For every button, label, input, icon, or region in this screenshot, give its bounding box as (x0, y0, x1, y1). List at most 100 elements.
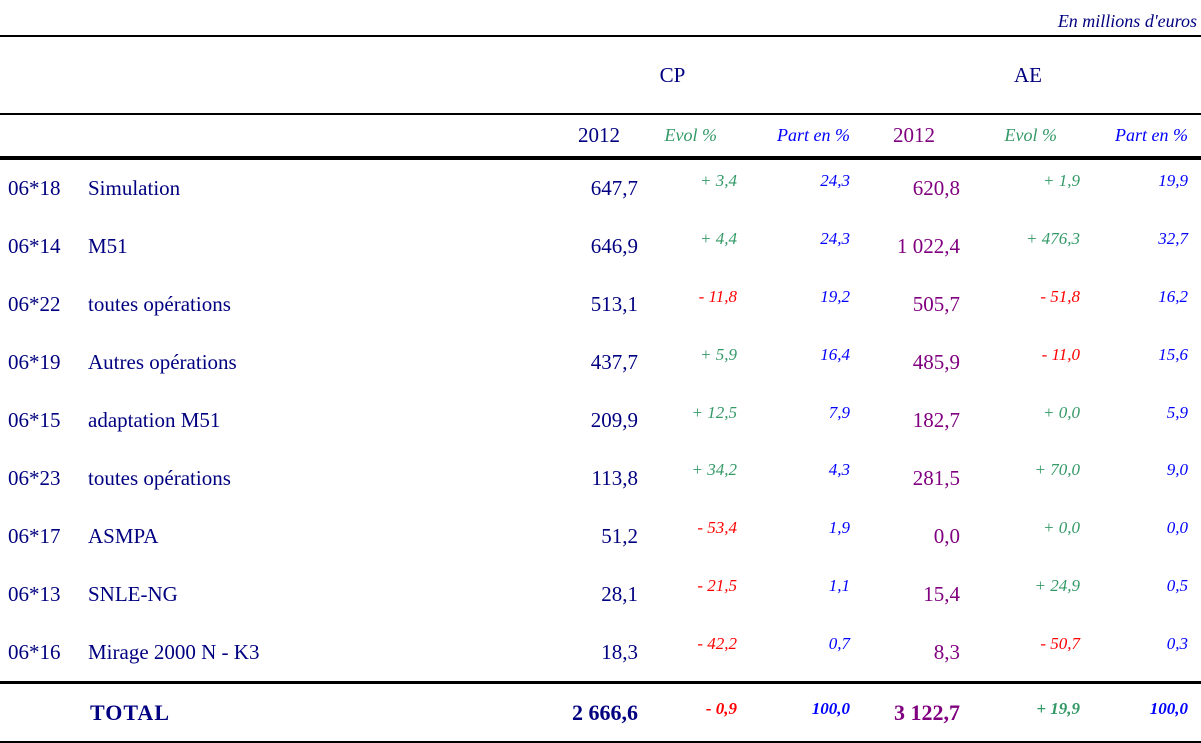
ae-part-value: 19,9 (1158, 170, 1188, 190)
cp-evol-value: - 53,4 (697, 518, 737, 538)
ae-part-value: 15,6 (1158, 344, 1188, 364)
ae-2012-value: 620,8 (912, 176, 960, 201)
program-label-cell: 06*18 Simulation (0, 176, 490, 201)
program-name: SNLE-NG (88, 581, 178, 606)
cp-part-value: 19,2 (820, 286, 850, 306)
cp-2012-value: 646,9 (590, 234, 638, 259)
table-row: 06*13 SNLE-NG 28,1 - 21,5 1,1 15,4 + 24,9… (0, 565, 1201, 623)
group-rule (0, 113, 1201, 115)
table-row: 06*16 Mirage 2000 N - K3 18,3 - 42,2 0,7 … (0, 623, 1201, 681)
total-ae-2012-value: 3 122,7 (894, 699, 960, 725)
program-code: 06*16 (8, 639, 61, 664)
cp-evol-value: + 34,2 (691, 460, 737, 480)
ae-2012-value: 281,5 (912, 465, 960, 490)
group-header-ae: AE (1014, 62, 1042, 87)
cp-evol-value: + 3,4 (700, 170, 737, 190)
program-code: 06*15 (8, 408, 61, 432)
table-body: 06*18 Simulation 647,7 + 3,4 24,3 620,8 +… (0, 160, 1201, 681)
table-row: 06*17 ASMPA 51,2 - 53,4 1,9 0,0 + 0,0 0,0 (0, 507, 1201, 565)
program-label-cell: 06*22 toutes opérations (0, 292, 490, 317)
cp-2012-value: 647,7 (590, 176, 638, 201)
program-label-cell: 06*15 adaptation M51 (0, 408, 490, 433)
ae-2012-value: 182,7 (912, 408, 960, 432)
cp-2012-value: 437,7 (590, 350, 638, 375)
ae-evol-value: - 51,8 (1040, 286, 1080, 306)
cp-2012-value: 209,9 (590, 408, 638, 432)
program-label-cell: 06*23 toutes opérations (0, 466, 490, 491)
ae-part-value: 0,3 (1166, 634, 1188, 654)
cp-evol-value: - 21,5 (697, 576, 737, 596)
bottom-rule (0, 741, 1201, 743)
ae-evol-value: + 24,9 (1034, 576, 1080, 596)
cp-2012-value: 513,1 (590, 292, 638, 317)
program-label-cell: 06*14 M51 (0, 234, 490, 259)
program-name: ASMPA (88, 523, 159, 548)
program-code: 06*19 (8, 350, 61, 375)
cp-part-value: 1,1 (828, 576, 850, 596)
program-label-cell: 06*17 ASMPA (0, 524, 490, 549)
cp-evol-value: + 5,9 (700, 344, 737, 364)
ae-evol-value: + 0,0 (1043, 518, 1080, 538)
ae-part-value: 32,7 (1158, 228, 1188, 248)
ae-evol-value: - 11,0 (1041, 344, 1080, 364)
ae-part-value: 5,9 (1166, 402, 1188, 422)
program-name: toutes opérations (88, 465, 231, 490)
cp-evol-value: + 12,5 (691, 402, 737, 422)
ae-2012-value: 1 022,4 (897, 234, 960, 259)
program-code: 06*22 (8, 292, 61, 317)
ae-2012-value: 0,0 (933, 523, 960, 548)
program-code: 06*18 (8, 176, 61, 201)
header-body-rule (0, 156, 1201, 160)
ae-part-value: 0,0 (1166, 518, 1188, 538)
table-row: 06*22 toutes opérations 513,1 - 11,8 19,2… (0, 276, 1201, 334)
ae-part-value: 9,0 (1166, 460, 1188, 480)
total-row: TOTAL 2 666,6 - 0,9 100,0 3 122,7 + 19,9… (0, 684, 1201, 741)
cp-part-value: 4,3 (828, 460, 850, 480)
table-row: 06*19 Autres opérations 437,7 + 5,9 16,4 … (0, 334, 1201, 392)
ae-2012-value: 15,4 (923, 581, 960, 606)
column-header-cp-2012: 2012 (578, 123, 620, 147)
cp-evol-value: + 4,4 (700, 228, 737, 248)
body-total-rule (0, 681, 1201, 684)
program-name: adaptation M51 (88, 408, 221, 432)
column-header-row: 2012 Evol % Part en % 2012 Evol % Part e… (0, 115, 1201, 156)
cp-part-value: 16,4 (820, 344, 850, 364)
ae-evol-value: + 1,9 (1043, 170, 1080, 190)
cp-2012-value: 28,1 (601, 581, 638, 606)
unit-note-row: En millions d'euros (0, 0, 1201, 35)
program-label-cell: 06*13 SNLE-NG (0, 582, 490, 607)
total-ae-evol-value: + 19,9 (1036, 698, 1080, 718)
cp-part-value: 1,9 (828, 518, 850, 538)
group-header-row: CP AE (0, 37, 1201, 113)
program-name: Simulation (88, 176, 181, 201)
cp-evol-value: - 11,8 (698, 286, 737, 306)
program-code: 06*13 (8, 581, 61, 606)
cp-2012-value: 113,8 (591, 465, 638, 490)
table-row: 06*18 Simulation 647,7 + 3,4 24,3 620,8 +… (0, 160, 1201, 218)
top-rule (0, 35, 1201, 37)
cp-evol-value: - 42,2 (697, 634, 737, 654)
cp-part-value: 7,9 (828, 402, 850, 422)
program-name: M51 (88, 234, 128, 259)
ae-evol-value: + 0,0 (1043, 402, 1080, 422)
ae-2012-value: 485,9 (912, 350, 960, 375)
cp-part-value: 24,3 (820, 228, 850, 248)
ae-part-value: 16,2 (1158, 286, 1188, 306)
cp-2012-value: 51,2 (601, 523, 638, 548)
table-row: 06*15 adaptation M51 209,9 + 12,5 7,9 182… (0, 392, 1201, 450)
column-header-cp-evol: Evol % (664, 125, 717, 145)
ae-evol-value: + 70,0 (1034, 460, 1080, 480)
column-header-cp-part: Part en % (777, 125, 850, 145)
unit-note: En millions d'euros (1057, 11, 1197, 31)
program-name: Mirage 2000 N - K3 (88, 639, 260, 664)
program-code: 06*23 (8, 465, 61, 490)
ae-evol-value: - 50,7 (1040, 634, 1080, 654)
program-code: 06*17 (8, 523, 61, 548)
table-row: 06*23 toutes opérations 113,8 + 34,2 4,3 … (0, 449, 1201, 507)
total-cp-part-value: 100,0 (811, 698, 850, 718)
total-cp-2012-value: 2 666,6 (572, 699, 638, 725)
total-cp-evol-value: - 0,9 (705, 698, 737, 718)
program-code: 06*14 (8, 234, 61, 259)
table-row: 06*14 M51 646,9 + 4,4 24,3 1 022,4 + 476,… (0, 218, 1201, 276)
